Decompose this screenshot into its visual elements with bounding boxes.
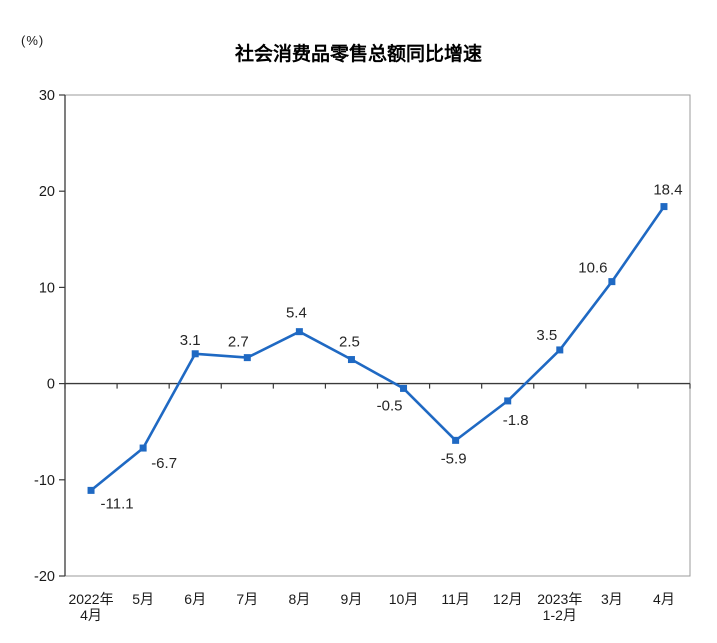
data-label: -6.7 xyxy=(151,455,177,472)
x-tick-label: 2022年 4月 xyxy=(68,591,113,623)
data-label: -5.9 xyxy=(441,450,467,467)
y-tick-label: -10 xyxy=(34,473,55,489)
data-point-marker xyxy=(295,328,303,336)
x-tick-label: 8月 xyxy=(288,591,310,607)
x-tick-label: 2023年 1-2月 xyxy=(537,591,582,623)
x-tick-label: 7月 xyxy=(236,591,258,607)
data-point-marker xyxy=(243,354,251,362)
data-label: 3.5 xyxy=(536,327,557,344)
data-point-marker xyxy=(608,278,616,286)
x-tick-label: 3月 xyxy=(601,591,623,607)
plot-area-frame xyxy=(64,94,691,577)
data-point-marker xyxy=(347,356,355,364)
data-point-marker xyxy=(660,203,668,211)
data-point-marker xyxy=(452,436,460,444)
x-tick-label: 9月 xyxy=(341,591,363,607)
x-tick-label: 5月 xyxy=(132,591,154,607)
y-axis-unit-label: (%) xyxy=(21,33,45,48)
data-point-marker xyxy=(556,346,564,354)
data-point-marker xyxy=(139,444,147,452)
data-label: 2.7 xyxy=(228,334,249,351)
x-tick-label: 6月 xyxy=(184,591,206,607)
data-label: -11.1 xyxy=(101,495,134,512)
y-tick-label: 0 xyxy=(47,377,55,393)
x-tick-label: 10月 xyxy=(389,591,419,607)
y-tick-label: 10 xyxy=(39,280,55,296)
y-tick-label: 20 xyxy=(39,184,55,200)
x-tick-label: 11月 xyxy=(441,591,470,607)
data-point-marker xyxy=(191,350,199,358)
data-point-marker xyxy=(400,384,408,392)
data-label: 10.6 xyxy=(578,260,607,277)
data-label: 2.5 xyxy=(339,334,360,351)
chart-title: 社会消费品零售总额同比增速 xyxy=(234,44,482,65)
data-label: 18.4 xyxy=(653,182,682,199)
data-point-marker xyxy=(87,486,95,494)
y-tick-label: -20 xyxy=(34,569,55,585)
data-label: -1.8 xyxy=(503,412,529,429)
y-tick-label: 30 xyxy=(39,88,55,104)
series-line xyxy=(89,205,666,492)
x-tick-label: 12月 xyxy=(493,591,523,607)
data-point-marker xyxy=(504,397,512,405)
x-tick-label: 4月 xyxy=(653,591,675,607)
data-label: 5.4 xyxy=(286,305,307,322)
data-label: 3.1 xyxy=(180,332,201,349)
data-label: -0.5 xyxy=(377,397,403,414)
